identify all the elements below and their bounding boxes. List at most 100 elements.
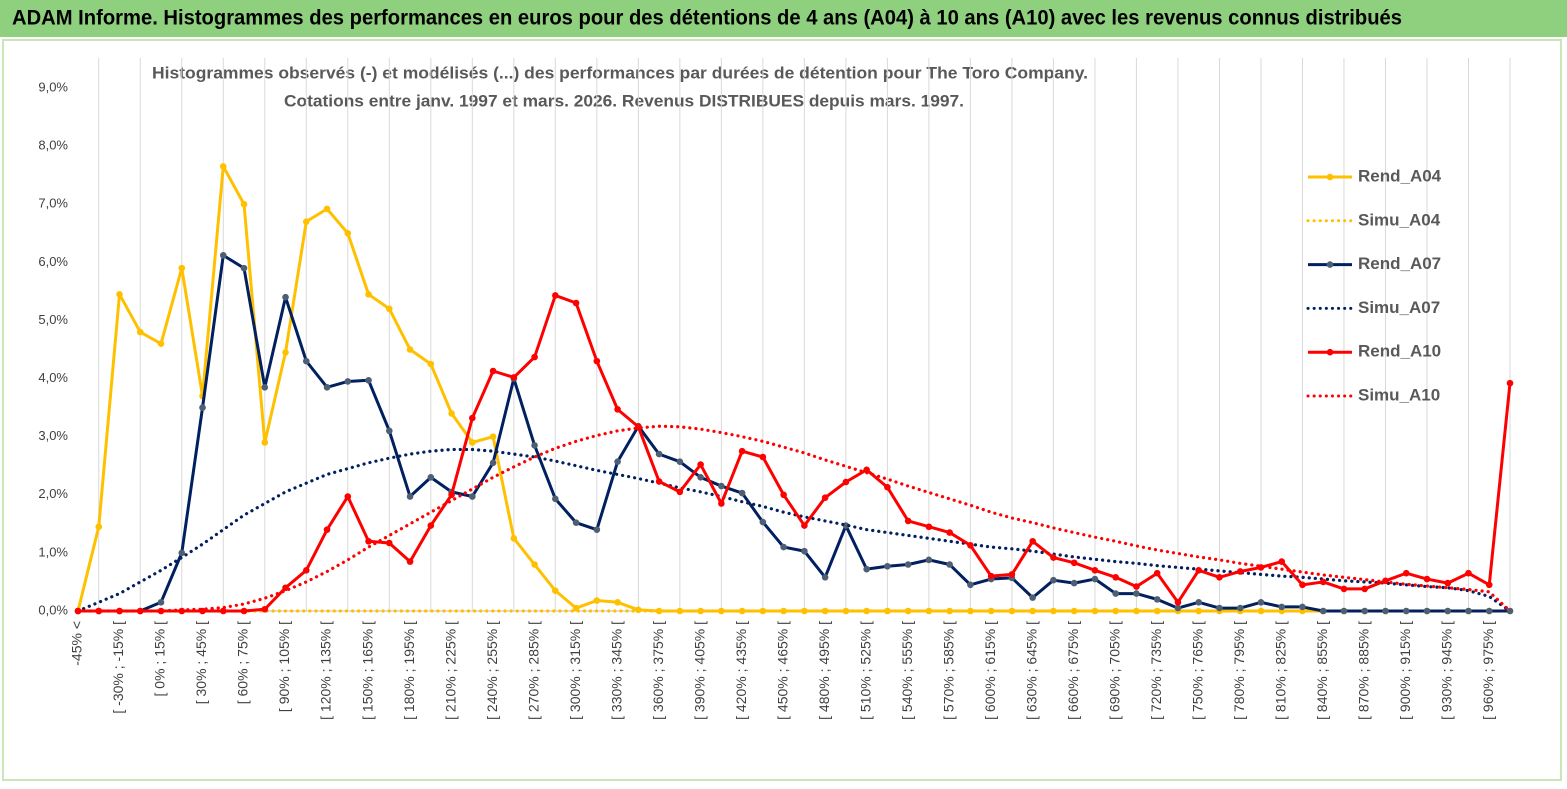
marker bbox=[614, 406, 621, 413]
marker bbox=[386, 539, 393, 547]
marker bbox=[863, 607, 870, 615]
y-tick-label: 5,0% bbox=[38, 312, 68, 327]
marker bbox=[1382, 607, 1389, 615]
marker bbox=[1236, 568, 1244, 575]
x-tick-label: [ 330% ; 345% [ bbox=[608, 621, 624, 720]
x-tick-label: [ 870% ; 885% [ bbox=[1355, 621, 1371, 720]
marker bbox=[1257, 598, 1265, 606]
x-tick-label: [ 510% ; 525% [ bbox=[857, 621, 873, 720]
marker bbox=[1070, 559, 1078, 567]
marker bbox=[157, 607, 165, 615]
marker bbox=[199, 404, 206, 411]
marker bbox=[240, 200, 248, 208]
marker bbox=[821, 607, 829, 615]
marker bbox=[593, 357, 601, 365]
marker bbox=[323, 383, 331, 391]
marker bbox=[1506, 607, 1514, 615]
marker bbox=[780, 543, 787, 551]
marker bbox=[593, 597, 601, 604]
marker bbox=[157, 598, 165, 606]
legend-label: Simu_A07 bbox=[1358, 298, 1440, 317]
marker bbox=[967, 542, 974, 549]
y-tick-label: 4,0% bbox=[38, 370, 68, 385]
x-tick-label: [ 780% ; 795% [ bbox=[1231, 621, 1247, 720]
marker bbox=[261, 439, 269, 446]
marker bbox=[1112, 573, 1119, 581]
marker bbox=[1278, 558, 1286, 565]
marker bbox=[1485, 607, 1493, 615]
marker bbox=[1299, 603, 1306, 611]
marker bbox=[531, 353, 538, 361]
marker bbox=[759, 453, 767, 461]
marker bbox=[1299, 581, 1306, 589]
marker bbox=[261, 605, 269, 613]
marker bbox=[801, 522, 808, 529]
marker bbox=[365, 537, 372, 545]
marker bbox=[593, 526, 601, 533]
marker bbox=[1153, 569, 1161, 577]
x-tick-label: [ 240% ; 255% [ bbox=[484, 621, 500, 720]
marker bbox=[365, 376, 372, 384]
marker bbox=[406, 493, 414, 500]
marker bbox=[136, 328, 144, 336]
y-tick-label: 2,0% bbox=[38, 486, 68, 501]
marker bbox=[863, 565, 870, 573]
x-tick-label: [ 270% ; 285% [ bbox=[525, 621, 541, 720]
marker bbox=[572, 299, 580, 307]
chart-frame bbox=[2, 39, 1562, 781]
marker bbox=[282, 293, 289, 301]
data-line bbox=[78, 253, 1510, 613]
marker bbox=[904, 561, 912, 568]
x-tick-label: [ 30% ; 45% [ bbox=[193, 621, 209, 704]
x-tick-label: [ 900% ; 915% [ bbox=[1397, 621, 1413, 720]
y-tick-label: 1,0% bbox=[38, 544, 68, 559]
marker bbox=[552, 495, 559, 503]
x-tick-label: [ 60% ; 75% [ bbox=[235, 621, 251, 704]
x-tick-label: [ 840% ; 855% [ bbox=[1314, 621, 1330, 720]
x-tick-label: [ 480% ; 495% [ bbox=[816, 621, 832, 720]
x-tick-label: [ 960% ; 975% [ bbox=[1480, 621, 1496, 720]
marker bbox=[842, 478, 850, 486]
legend-marker bbox=[1326, 261, 1334, 268]
x-tick-label: [ 690% ; 705% [ bbox=[1106, 621, 1122, 720]
marker bbox=[1278, 603, 1286, 611]
marker bbox=[386, 427, 393, 435]
legend-label: Simu_A04 bbox=[1358, 210, 1441, 229]
x-tick-label: [ 210% ; 225% [ bbox=[442, 621, 458, 720]
marker bbox=[1485, 581, 1493, 589]
marker bbox=[780, 491, 787, 499]
marker bbox=[1465, 607, 1472, 615]
marker bbox=[1112, 590, 1119, 597]
x-tick-label: [ 660% ; 675% [ bbox=[1065, 621, 1081, 720]
model-line bbox=[76, 424, 1512, 613]
marker bbox=[697, 474, 704, 481]
marker bbox=[1402, 607, 1410, 615]
marker bbox=[718, 500, 725, 507]
legend-label: Rend_A04 bbox=[1358, 166, 1442, 185]
legend-marker bbox=[1326, 173, 1334, 181]
marker bbox=[95, 523, 103, 531]
x-tick-label: [ 720% ; 735% [ bbox=[1148, 621, 1164, 720]
marker bbox=[406, 346, 414, 353]
marker bbox=[967, 581, 974, 589]
marker bbox=[552, 292, 559, 299]
x-tick-label: [ 810% ; 825% [ bbox=[1272, 621, 1288, 720]
legend-label: Simu_A10 bbox=[1358, 385, 1440, 404]
x-tick-label: [ 930% ; 945% [ bbox=[1438, 621, 1454, 720]
y-tick-label: 7,0% bbox=[38, 196, 68, 211]
marker bbox=[1236, 604, 1244, 612]
data-line bbox=[76, 164, 1510, 613]
marker bbox=[821, 573, 829, 581]
marker bbox=[344, 378, 352, 385]
marker bbox=[427, 474, 435, 481]
marker bbox=[1174, 598, 1182, 606]
marker bbox=[718, 607, 725, 615]
data-line bbox=[78, 293, 1512, 613]
marker bbox=[1091, 607, 1099, 615]
marker bbox=[1050, 576, 1057, 584]
marker bbox=[904, 517, 912, 525]
y-tick-label: 6,0% bbox=[38, 254, 68, 269]
marker bbox=[1091, 575, 1099, 583]
x-tick-label: -45% < bbox=[69, 621, 85, 666]
x-tick-label: [ 630% ; 645% [ bbox=[1023, 621, 1039, 720]
